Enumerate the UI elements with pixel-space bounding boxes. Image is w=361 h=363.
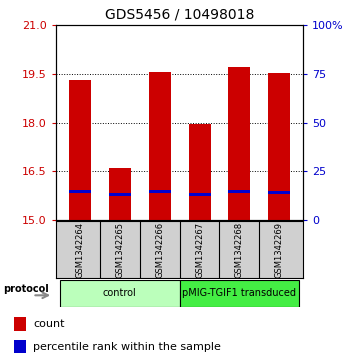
- Bar: [149, 72, 171, 220]
- Bar: [69, 81, 91, 220]
- Text: percentile rank within the sample: percentile rank within the sample: [33, 342, 221, 352]
- Bar: [229, 189, 251, 193]
- Bar: [268, 191, 290, 194]
- Text: count: count: [33, 319, 65, 329]
- Bar: [180, 280, 299, 307]
- Bar: [14, 317, 26, 331]
- Text: GSM1342266: GSM1342266: [155, 221, 164, 278]
- Text: pMIG-TGIF1 transduced: pMIG-TGIF1 transduced: [182, 288, 296, 298]
- Text: GSM1342267: GSM1342267: [195, 221, 204, 278]
- Bar: [109, 193, 131, 196]
- Text: GSM1342268: GSM1342268: [235, 221, 244, 278]
- Bar: [60, 280, 180, 307]
- Bar: [109, 168, 131, 220]
- Text: GSM1342264: GSM1342264: [75, 221, 84, 278]
- Bar: [188, 124, 210, 220]
- Bar: [69, 189, 91, 193]
- Bar: [149, 189, 171, 193]
- Bar: [229, 68, 251, 220]
- Bar: [268, 73, 290, 220]
- Bar: [14, 340, 26, 354]
- Title: GDS5456 / 10498018: GDS5456 / 10498018: [105, 8, 254, 21]
- Text: control: control: [103, 288, 137, 298]
- Bar: [188, 193, 210, 196]
- Text: GSM1342265: GSM1342265: [115, 221, 124, 278]
- Text: protocol: protocol: [3, 284, 48, 294]
- Text: GSM1342269: GSM1342269: [275, 221, 284, 278]
